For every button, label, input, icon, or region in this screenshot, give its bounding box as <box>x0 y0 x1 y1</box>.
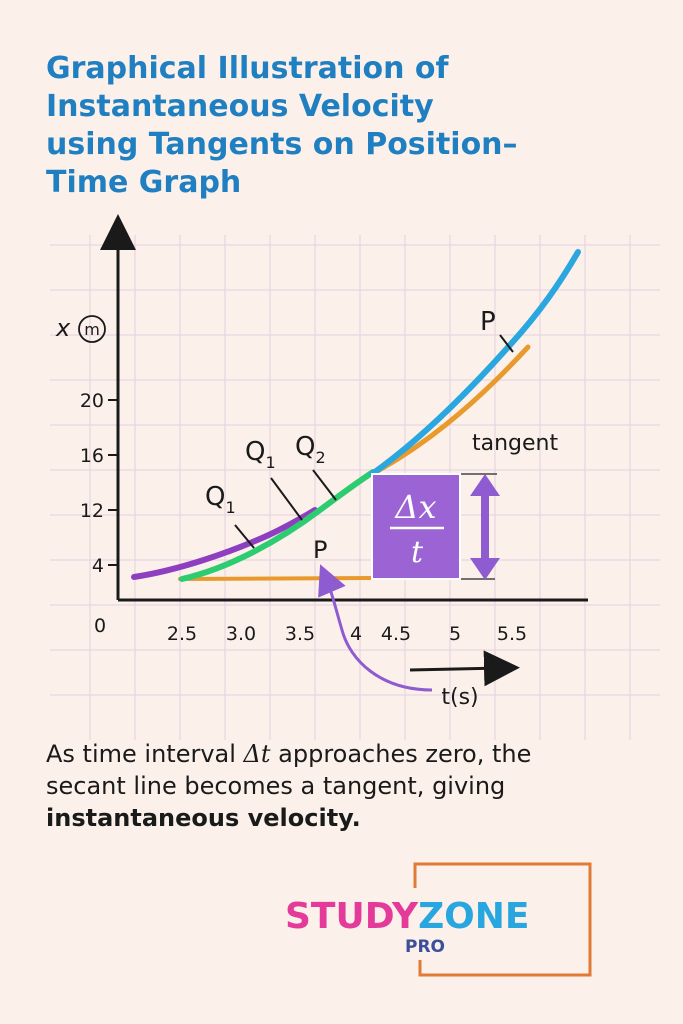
y-axis-label-x: x <box>55 314 71 342</box>
point-q2: Q2 <box>295 432 326 467</box>
secant-curve-purple <box>131 507 318 580</box>
q2-sub: 2 <box>315 448 325 467</box>
secant-curve-green <box>179 469 376 582</box>
q2-pointer <box>312 469 337 501</box>
q1-pointer <box>270 477 303 521</box>
time-direction-arrow <box>409 650 520 687</box>
box-numerator: Δx <box>393 488 436 526</box>
logo-pro: PRO <box>405 937 445 957</box>
tangent-baseline <box>178 576 374 581</box>
caption-text-3: secant line becomes a tangent, giving <box>46 772 506 800</box>
x-tick-label: 2.5 <box>167 623 197 645</box>
p-top-pointer <box>499 334 514 353</box>
q1-upper-letter: Q <box>245 437 265 467</box>
x-tick-label: 3.0 <box>226 623 256 645</box>
q2-letter: Q <box>295 432 315 462</box>
logo-frame <box>413 862 592 977</box>
point-q1-lower: Q1 <box>205 482 236 517</box>
logo-wordmark: STUDYZONE <box>285 896 530 937</box>
origin-label: 0 <box>94 615 106 637</box>
point-q1-upper: Q1 <box>245 437 276 472</box>
y-axis-label-unit: m <box>84 320 100 339</box>
y-tick-label: 20 <box>80 390 104 412</box>
x-tick-label: 3.5 <box>285 623 315 645</box>
box-denominator: t <box>411 535 424 570</box>
tangent-label: tangent <box>472 431 558 456</box>
y-tick-label: 12 <box>80 500 104 522</box>
title-line-3: using Tangents on Position– <box>46 127 518 162</box>
caption-bold: instantaneous velocity <box>46 804 352 832</box>
x-axis-label: t(s) <box>441 685 478 710</box>
y-tick-label: 16 <box>80 445 104 467</box>
x-tick-label: 5 <box>449 623 461 645</box>
title-line-4: Time Graph <box>46 165 242 200</box>
point-p-top: P <box>480 307 496 337</box>
x-tick-label: 5.5 <box>497 623 527 645</box>
delta-ratio-box <box>371 473 461 580</box>
page-title: Graphical Illustration of Instantaneous … <box>46 50 646 202</box>
title-line-2: Instantaneous Velocity <box>46 89 434 124</box>
y-tick-label: 4 <box>92 555 104 577</box>
logo-study: STUDY <box>285 896 419 937</box>
delta-x-double-arrow <box>470 474 500 580</box>
x-tick-label: 4.5 <box>381 623 411 645</box>
p-pointer-arrow <box>318 564 433 692</box>
title-line-1: Graphical Illustration of <box>46 51 449 86</box>
logo-zone: ZONE <box>418 896 529 937</box>
x-tick-label: 4 <box>350 623 362 645</box>
q1-lower-sub: 1 <box>225 498 235 517</box>
caption: As time interval Δt approaches zero, the… <box>46 738 646 834</box>
caption-text-1: As time interval <box>46 740 244 768</box>
position-curve <box>369 249 581 477</box>
caption-delta-t: Δt <box>243 740 271 768</box>
q1-lower-letter: Q <box>205 482 225 512</box>
q1-upper-sub: 1 <box>265 453 275 472</box>
caption-text-2: approaches zero, the <box>270 740 532 768</box>
y-axis-unit-circle <box>78 315 106 343</box>
q1-lower-pointer <box>234 524 255 549</box>
studyzone-logo: STUDYZONE PRO <box>285 862 592 977</box>
caption-period: . <box>351 804 361 832</box>
point-p-lower: P <box>313 536 327 564</box>
